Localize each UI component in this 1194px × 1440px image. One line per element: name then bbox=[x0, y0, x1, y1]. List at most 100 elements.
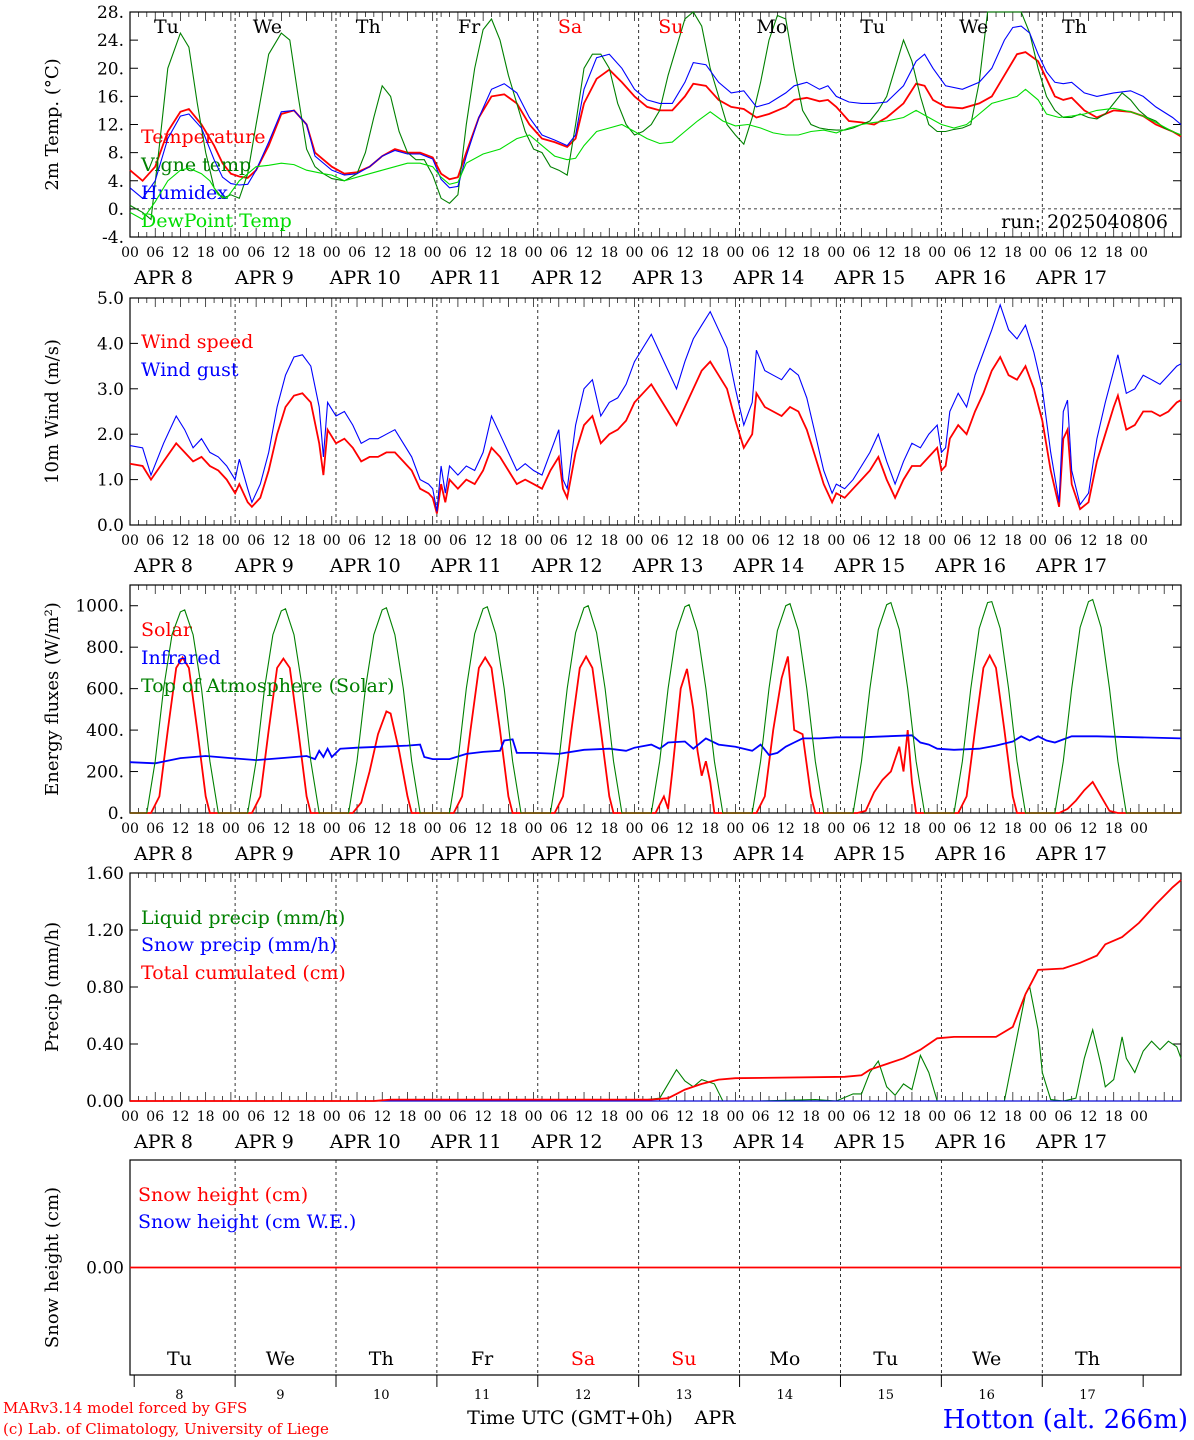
y-tick-label: 1000. bbox=[75, 597, 124, 617]
hour-label: 06 bbox=[348, 245, 366, 261]
y-tick-label: 600. bbox=[86, 680, 124, 700]
date-label: APR 9 bbox=[234, 555, 294, 577]
hour-label: 12 bbox=[172, 1109, 190, 1125]
hour-label: 18 bbox=[1004, 533, 1022, 549]
y-tick-label: 200. bbox=[86, 763, 124, 783]
legend-entry: DewPoint Temp bbox=[141, 210, 292, 232]
hour-label: 06 bbox=[1054, 533, 1072, 549]
hour-label: 06 bbox=[146, 245, 164, 261]
hour-label: 06 bbox=[953, 245, 971, 261]
legend-entry: Wind speed bbox=[141, 331, 253, 353]
hour-label: 00 bbox=[525, 1109, 543, 1125]
hour-label: 00 bbox=[1029, 533, 1047, 549]
day-number: 16 bbox=[978, 1388, 995, 1403]
date-label: APR 11 bbox=[430, 843, 502, 865]
weekday-label: Su bbox=[671, 1348, 696, 1370]
y-tick-label: 400. bbox=[86, 721, 124, 741]
hour-label: 12 bbox=[878, 533, 896, 549]
y-tick-label: 0. bbox=[108, 200, 124, 220]
hour-label: 12 bbox=[373, 533, 391, 549]
y-tick-label: 0.40 bbox=[86, 1035, 124, 1055]
series-line bbox=[129, 25, 1182, 200]
date-label: APR 17 bbox=[1035, 1131, 1107, 1153]
hour-label: 00 bbox=[928, 1109, 946, 1125]
date-label: APR 14 bbox=[732, 1131, 804, 1153]
hour-label: 12 bbox=[878, 245, 896, 261]
run-label: run: 2025040806 bbox=[1001, 211, 1168, 233]
y-tick-label: 1.20 bbox=[86, 921, 124, 941]
hour-label: 00 bbox=[1130, 821, 1148, 837]
date-label: APR 11 bbox=[430, 1131, 502, 1153]
legend-entry: Infrared bbox=[141, 647, 221, 669]
weekday-label: Tu bbox=[154, 16, 179, 38]
date-label: APR 14 bbox=[732, 267, 804, 289]
date-label: APR 16 bbox=[934, 555, 1006, 577]
hour-label: 00 bbox=[323, 533, 341, 549]
y-tick-label: 28. bbox=[97, 3, 124, 23]
legend-entry: Snow height (cm W.E.) bbox=[138, 1211, 356, 1233]
hour-label: 06 bbox=[853, 1109, 871, 1125]
y-tick-label: 3.0 bbox=[97, 380, 124, 400]
hour-label: 06 bbox=[550, 533, 568, 549]
panel-frame bbox=[129, 584, 1182, 814]
panel-2: 0.0 1.0 2.0 3.0 4.0 5.0 10m Wind (m/s) Wind spe… bbox=[42, 289, 1182, 577]
hour-label: 18 bbox=[499, 821, 517, 837]
hour-label: 00 bbox=[525, 533, 543, 549]
date-label: APR 8 bbox=[133, 1131, 193, 1153]
date-label: APR 15 bbox=[833, 1131, 905, 1153]
hour-label: 06 bbox=[853, 533, 871, 549]
hour-label: 00 bbox=[827, 1109, 845, 1125]
day-number: 13 bbox=[676, 1388, 693, 1403]
hour-label: 06 bbox=[449, 1109, 467, 1125]
hour-label: 00 bbox=[424, 533, 442, 549]
hour-label: 00 bbox=[121, 245, 139, 261]
hour-label: 12 bbox=[172, 533, 190, 549]
legend-entry: Snow precip (mm/h) bbox=[141, 934, 337, 956]
hour-label: 18 bbox=[802, 821, 820, 837]
date-label: APR 12 bbox=[531, 555, 603, 577]
hour-label: 12 bbox=[575, 245, 593, 261]
hour-label: 06 bbox=[651, 821, 669, 837]
hour-label: 00 bbox=[827, 821, 845, 837]
hour-label: 12 bbox=[777, 533, 795, 549]
date-label: APR 13 bbox=[631, 1131, 703, 1153]
hour-label: 00 bbox=[827, 245, 845, 261]
hour-label: 06 bbox=[247, 821, 265, 837]
hour-label: 06 bbox=[146, 533, 164, 549]
hour-label: 12 bbox=[979, 533, 997, 549]
station-name: Hotton (alt. 266m) bbox=[943, 1405, 1188, 1435]
date-label: APR 10 bbox=[329, 1131, 401, 1153]
day-number: 17 bbox=[1079, 1388, 1096, 1403]
y-tick-label: 0.80 bbox=[86, 978, 124, 998]
hour-label: 12 bbox=[272, 821, 290, 837]
hour-label: 18 bbox=[197, 821, 215, 837]
panel-4: 0.00 0.40 0.80 1.20 1.60 Precip (mm/h) Liquid … bbox=[42, 864, 1182, 1153]
hour-label: 18 bbox=[600, 245, 618, 261]
hour-label: 00 bbox=[222, 533, 240, 549]
hour-label: 06 bbox=[247, 1109, 265, 1125]
hour-label: 06 bbox=[651, 1109, 669, 1125]
date-label: APR 13 bbox=[631, 555, 703, 577]
weekday-label: Th bbox=[1062, 16, 1087, 38]
series-line bbox=[129, 734, 1182, 765]
hour-label: 06 bbox=[752, 821, 770, 837]
hour-label: 18 bbox=[399, 533, 417, 549]
hour-label: 12 bbox=[777, 1109, 795, 1125]
hour-label: 12 bbox=[979, 1109, 997, 1125]
hour-label: 00 bbox=[424, 245, 442, 261]
hour-label: 12 bbox=[777, 821, 795, 837]
hour-label: 00 bbox=[323, 821, 341, 837]
hour-label: 12 bbox=[474, 821, 492, 837]
hour-label: 18 bbox=[802, 533, 820, 549]
hour-label: 12 bbox=[676, 533, 694, 549]
y-axis-label: Energy fluxes (W/m²) bbox=[42, 602, 63, 796]
hour-label: 12 bbox=[172, 821, 190, 837]
hour-label: 00 bbox=[121, 1109, 139, 1125]
date-label: APR 14 bbox=[732, 843, 804, 865]
hour-label: 00 bbox=[222, 245, 240, 261]
credit-model: MARv3.14 model forced by GFS bbox=[3, 1399, 247, 1417]
y-axis-label: 2m Temp. (°C) bbox=[42, 58, 63, 190]
hour-label: 00 bbox=[827, 533, 845, 549]
legend-entry: Solar bbox=[141, 619, 193, 641]
hour-label: 12 bbox=[676, 821, 694, 837]
